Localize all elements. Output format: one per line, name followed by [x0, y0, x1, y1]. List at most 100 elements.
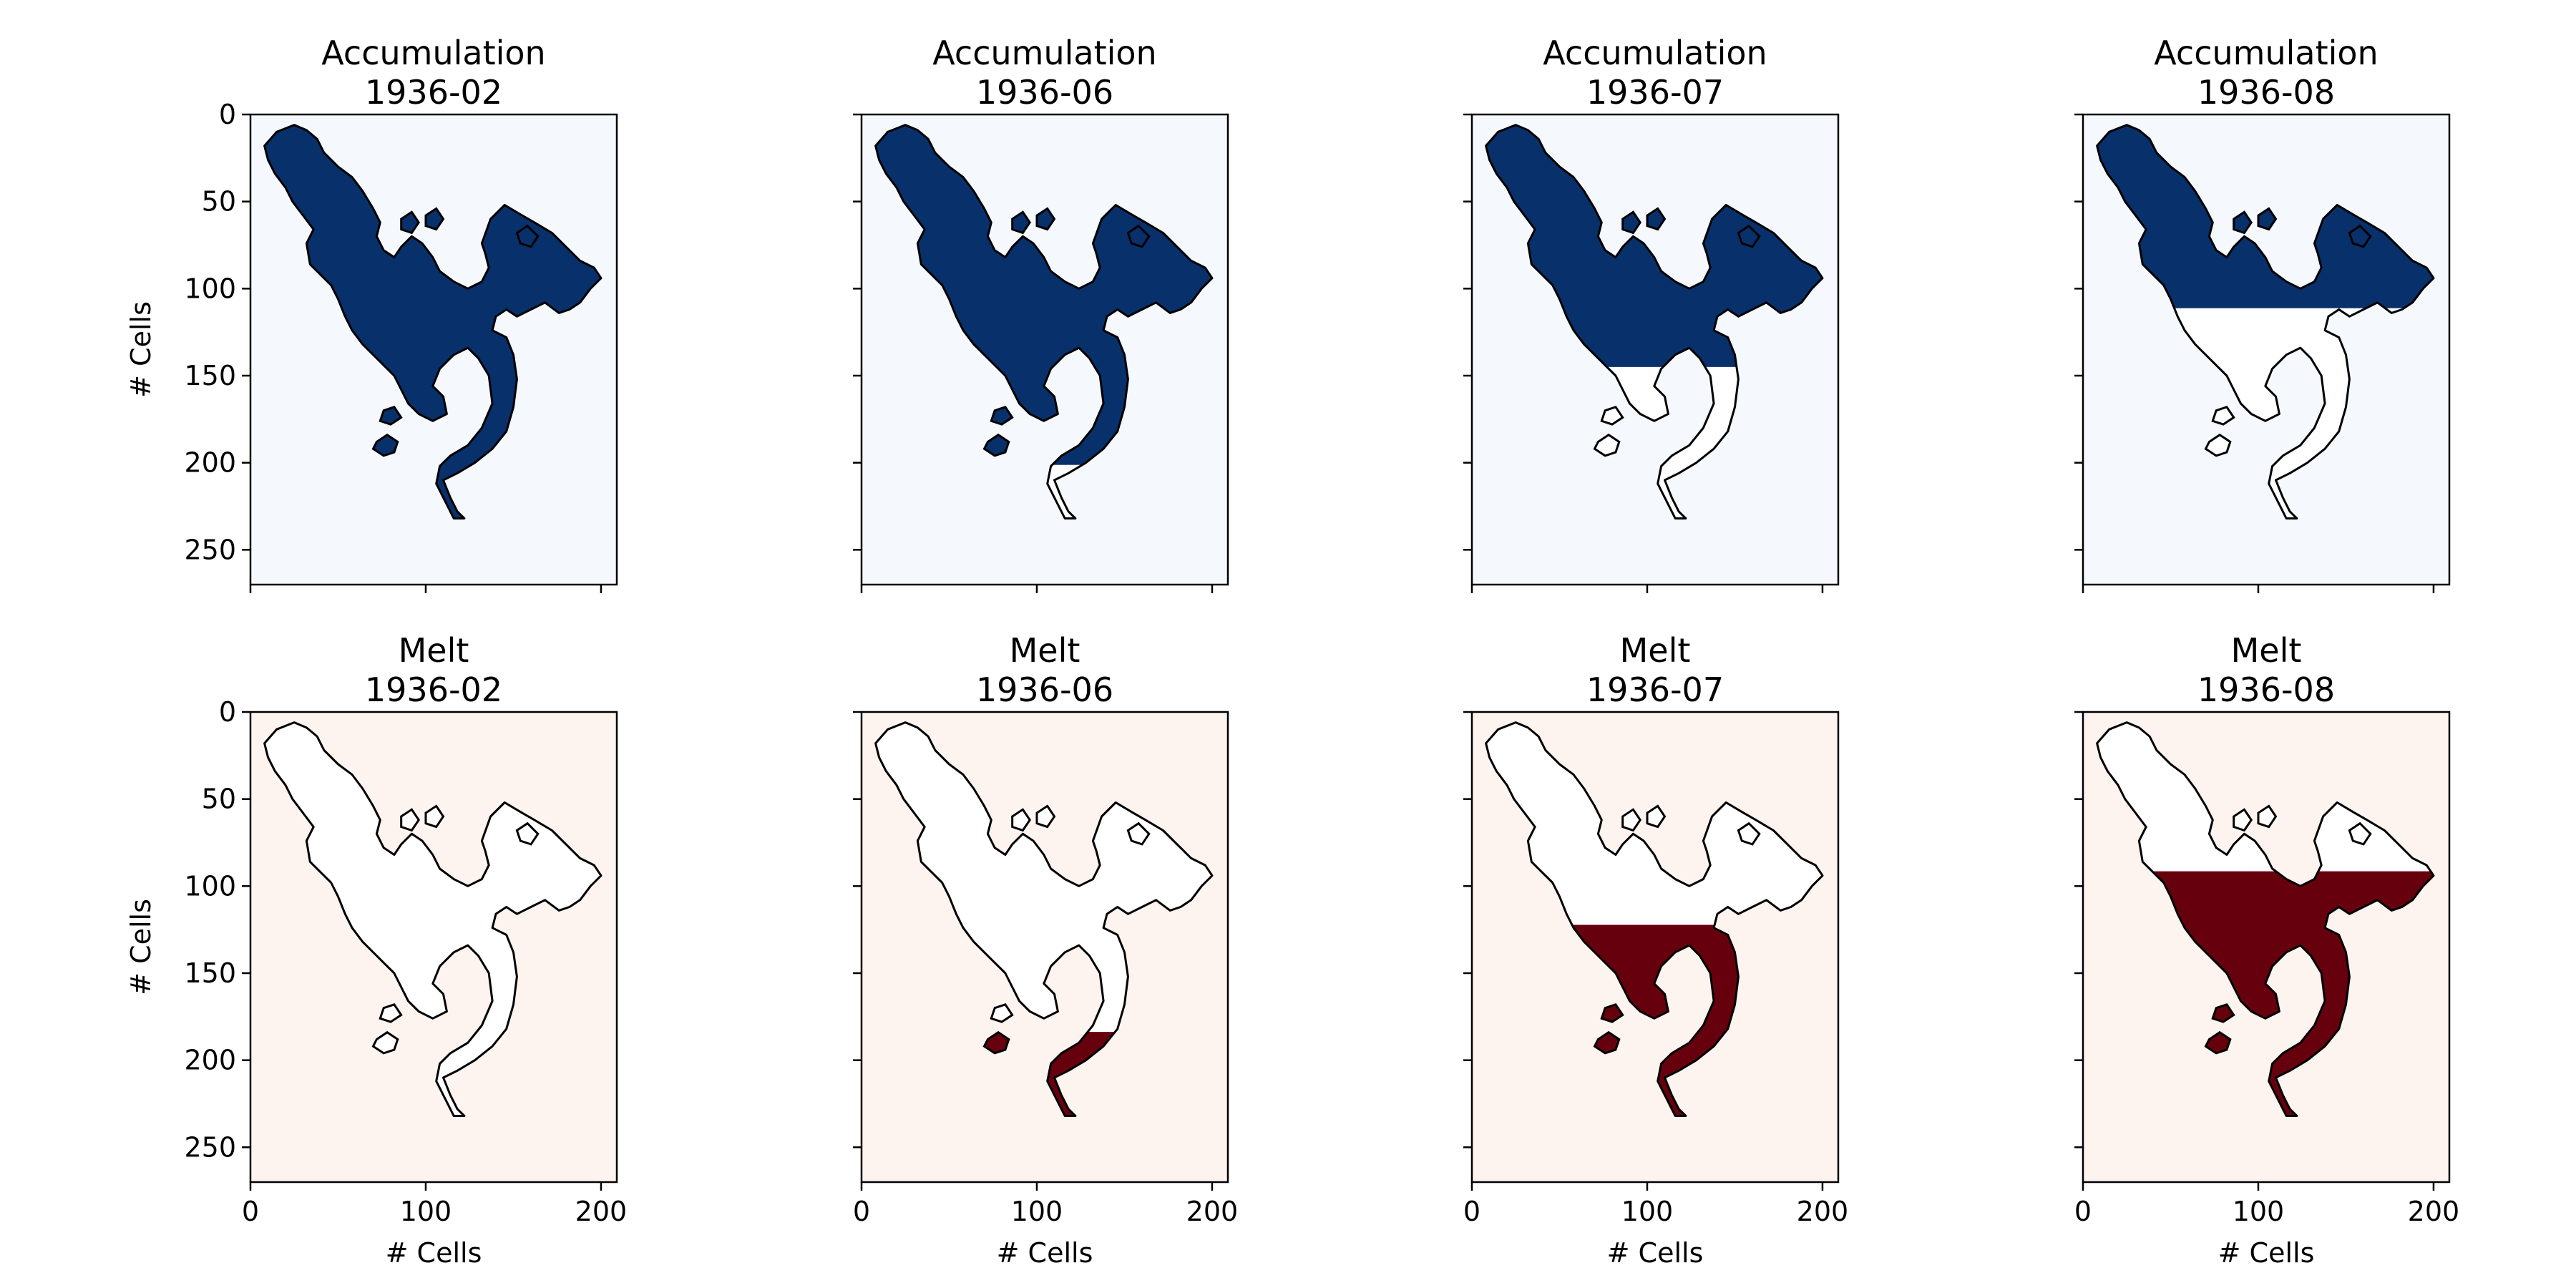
glacier-island-outline [1011, 210, 1032, 235]
glacier-island-outline [982, 1030, 1010, 1055]
glacier-outline [2096, 124, 2435, 519]
glacier-island-outline [1646, 207, 1667, 231]
x-axis-label: # Cells [1607, 1237, 1704, 1269]
glacier-island-outline [2204, 1030, 2232, 1055]
panel-title-variable: Melt [1010, 631, 1080, 670]
x-tick-label: 200 [575, 1196, 628, 1227]
glacier-island-outline [2257, 207, 2278, 231]
glacier-island-outline [1600, 406, 1624, 426]
glacier-island-outline [2211, 1003, 2235, 1023]
glacier-island-outline [400, 808, 421, 832]
x-axis-label: # Cells [997, 1237, 1093, 1269]
axes-frame [860, 711, 1229, 1184]
glacier-outline [874, 124, 1214, 519]
glacier-island-outline [990, 406, 1014, 426]
axes-frame [2082, 711, 2451, 1184]
x-tick-label: 0 [242, 1196, 259, 1227]
glacier-island-outline [2211, 406, 2235, 426]
glacier-area [264, 722, 601, 1116]
glacier-island-outline [424, 804, 445, 829]
y-tick-label: 100 [184, 273, 236, 304]
glacier-island-outline [990, 1003, 1014, 1023]
glacier-outline [1485, 124, 1824, 519]
axes-frame [1470, 113, 1840, 586]
glacier-island-outline [2257, 804, 2278, 829]
glacier-island-outline [2233, 210, 2253, 235]
y-tick-label: 250 [184, 1131, 236, 1163]
axes-frame [2082, 113, 2451, 586]
glacier-island-outline [1737, 224, 1761, 248]
panel-title-date: 1936-02 [365, 670, 502, 709]
x-tick-label: 0 [853, 1196, 870, 1227]
glacier-island-outline [379, 406, 403, 426]
glacier-island-outline [1035, 804, 1056, 829]
panel-title-variable: Melt [2231, 631, 2302, 670]
panel-title-date: 1936-06 [976, 73, 1113, 112]
x-tick-label: 100 [1621, 1196, 1674, 1227]
axes-frame [1470, 711, 1840, 1184]
glacier-outline [263, 124, 602, 519]
glacier-island-outline [982, 433, 1010, 457]
glacier-island-outline [424, 207, 445, 231]
axes-frame [249, 711, 618, 1184]
panel-title-variable: Melt [399, 631, 469, 670]
glacier-outline [1485, 721, 1824, 1117]
glacier-island-outline [1621, 808, 1642, 832]
x-axis-label: # Cells [2218, 1237, 2315, 1269]
axes-frame [860, 113, 1229, 586]
x-tick-label: 200 [1186, 1196, 1239, 1227]
glacier-area [875, 722, 1212, 1116]
y-axis-label: # Cells [125, 899, 157, 995]
glacier-island-outline [1646, 804, 1667, 829]
x-tick-label: 100 [1011, 1196, 1063, 1227]
glacier-island-outline [1593, 1030, 1621, 1055]
glacier-island-outline [1126, 821, 1151, 846]
glacier-island [517, 823, 538, 844]
x-tick-label: 0 [2074, 1196, 2092, 1227]
glacier-island [1128, 823, 1149, 844]
y-tick-label: 150 [184, 360, 236, 391]
y-tick-label: 0 [219, 99, 236, 130]
glacier-island-outline [515, 224, 540, 248]
glacier-island-outline [2348, 821, 2372, 846]
panel-title-date: 1936-07 [1586, 670, 1724, 709]
y-tick-label: 150 [184, 957, 236, 989]
glacier-island-outline [1126, 224, 1151, 248]
glacier-island-outline [1737, 821, 1761, 846]
y-tick-label: 50 [202, 186, 236, 218]
x-tick-label: 0 [1463, 1196, 1480, 1227]
glacier-island-outline [2348, 224, 2372, 248]
panel-title-variable: Accumulation [321, 34, 545, 72]
glacier-island [1594, 434, 1619, 456]
x-tick-label: 100 [2233, 1196, 2285, 1227]
panel-title-date: 1936-08 [2197, 73, 2335, 112]
y-tick-label: 0 [219, 696, 236, 728]
glacier-island [373, 1032, 398, 1053]
glacier-island-outline [400, 210, 421, 235]
y-tick-label: 100 [184, 870, 236, 902]
glacier-area [1485, 722, 1823, 1116]
x-tick-label: 200 [2408, 1196, 2460, 1227]
glacier-island [2205, 434, 2230, 456]
axes-frame [249, 113, 618, 586]
glacier-outline [263, 721, 602, 1117]
glacier-outline [2096, 721, 2435, 1117]
glacier-island-outline [1035, 207, 1056, 231]
panel-title-date: 1936-06 [976, 670, 1113, 709]
x-tick-label: 100 [400, 1196, 452, 1227]
panel-title-date: 1936-02 [365, 73, 502, 112]
x-axis-label: # Cells [386, 1237, 482, 1269]
glacier-island-outline [515, 821, 540, 846]
glacier-island-outline [1621, 210, 1642, 235]
glacier-island-outline [2204, 433, 2232, 457]
y-tick-label: 200 [184, 447, 236, 479]
